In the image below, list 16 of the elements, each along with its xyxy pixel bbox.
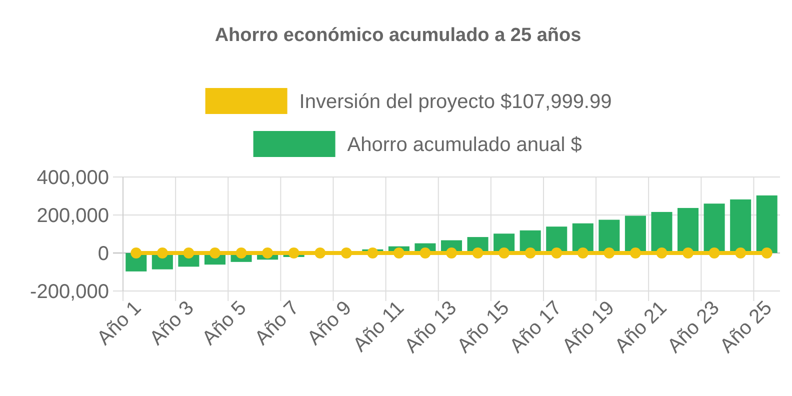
y-tick-label: 400,000 xyxy=(36,167,109,189)
x-tick-label: Año 7 xyxy=(250,296,304,350)
bar xyxy=(651,212,672,253)
bar xyxy=(756,195,778,253)
y-tick-label: -200,000 xyxy=(30,281,109,303)
x-tick-label: Año 3 xyxy=(146,296,198,350)
legend-label: Inversión del proyecto $107,999.99 xyxy=(299,91,612,113)
x-tick-label: Año 5 xyxy=(198,296,251,350)
bar xyxy=(704,204,725,253)
legend-label: Ahorro acumulado anual $ xyxy=(347,134,582,156)
bar xyxy=(624,216,646,253)
chart-title: Ahorro económico acumulado a 25 años xyxy=(214,25,582,46)
bar xyxy=(678,208,699,253)
y-tick-label: 0 xyxy=(98,243,109,265)
bar xyxy=(730,199,752,253)
y-tick-label: 200,000 xyxy=(36,205,109,227)
